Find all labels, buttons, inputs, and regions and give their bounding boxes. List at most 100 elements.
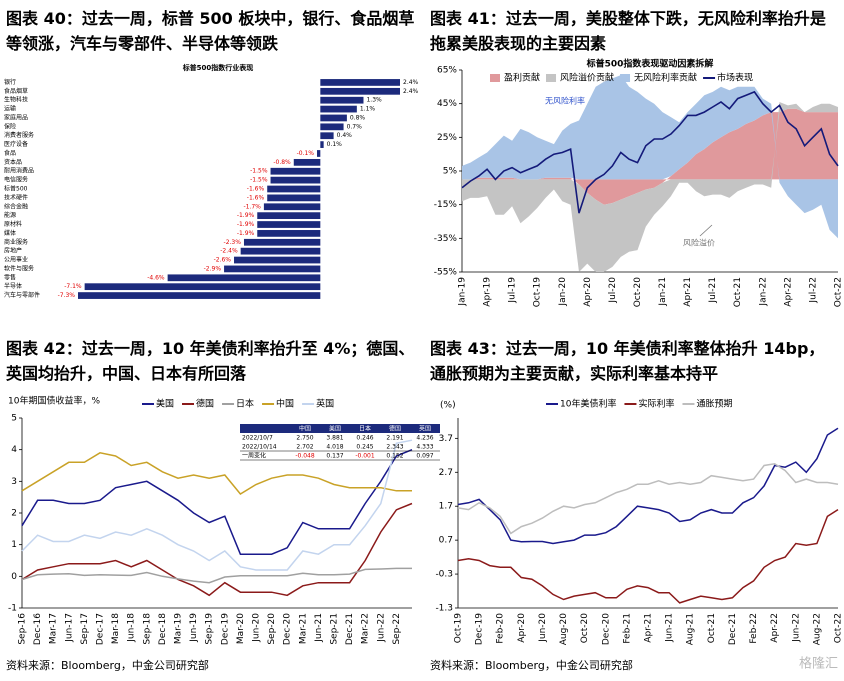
x-tick-label: Apr-22 <box>783 277 793 307</box>
table-header-cell: 日本 <box>359 425 371 433</box>
x-tick-label: Jun-18 <box>127 613 137 643</box>
table-header-cell: 德国 <box>389 425 401 433</box>
bar <box>84 283 321 291</box>
x-tick-label: Dec-20 <box>283 613 293 645</box>
category-label: 公用事业 <box>4 256 28 264</box>
x-tick-label: Apr-20 <box>583 277 593 307</box>
x-tick-label: Jun-20 <box>252 613 262 643</box>
x-tick-label: Jan-22 <box>758 277 768 307</box>
x-tick-label: Apr-21 <box>644 613 654 643</box>
bar <box>293 158 321 166</box>
table-header <box>240 424 440 433</box>
line <box>21 452 412 495</box>
x-tick-label: Oct-20 <box>580 613 590 644</box>
category-label: 医疗设备 <box>4 140 28 148</box>
category-label: 零售 <box>4 273 16 281</box>
table-header-cell: 美国 <box>329 425 341 433</box>
x-tick-label: Sep-18 <box>142 613 152 645</box>
bar <box>320 96 364 104</box>
area <box>462 108 838 205</box>
y-tick-label: 4 <box>11 445 17 455</box>
y-tick-label: 1 <box>11 540 17 550</box>
value-label: 2.4% <box>403 88 419 95</box>
table-cell: 4.236 <box>416 435 433 442</box>
x-tick-label: Sep-19 <box>205 613 215 645</box>
x-tick-label: Apr-19 <box>483 277 493 307</box>
bar <box>224 265 321 273</box>
x-tick-label: Jul-19 <box>508 277 518 304</box>
category-label: 半导体 <box>4 282 22 290</box>
x-tick-label: Jun-21 <box>314 613 324 643</box>
bar <box>243 238 321 246</box>
category-label: 食品 <box>4 149 16 157</box>
x-tick-label: Mar-20 <box>236 613 246 644</box>
x-tick-label: Aug-22 <box>812 613 822 645</box>
line <box>21 567 412 584</box>
bar <box>263 203 321 211</box>
x-tick-label: Sep-21 <box>330 613 340 645</box>
x-tick-label: Jun-20 <box>538 613 548 643</box>
category-label: 商业服务 <box>4 238 28 246</box>
category-label: 家庭用品 <box>4 113 28 121</box>
x-tick-label: Mar-19 <box>174 613 184 644</box>
x-tick-label: Oct-20 <box>633 277 643 308</box>
value-label: -1.6% <box>247 194 265 201</box>
table-cell: -0.001 <box>355 453 375 460</box>
bar <box>257 221 321 228</box>
value-label: -1.5% <box>250 168 268 175</box>
table-cell: 0.246 <box>356 435 373 442</box>
x-tick-label: Sep-22 <box>392 613 402 645</box>
x-tick-label: Jun-17 <box>64 613 74 643</box>
x-tick-label: Oct-19 <box>533 277 543 308</box>
legend-label: 盈利贡献 <box>504 72 540 84</box>
legend-label: 日本 <box>236 398 254 410</box>
table-cell: 2.702 <box>296 444 313 451</box>
y-tick-label: 3.7 <box>439 434 453 444</box>
category-label: 生物科技 <box>4 96 28 104</box>
title-40: 图表 40：过去一周，标普 500 板块中，银行、食品烟草等领涨，汽车与零部件、… <box>6 9 415 53</box>
x-tick-label: Feb-22 <box>749 613 759 644</box>
category-label: 运输 <box>4 105 16 113</box>
annotation: 风险溢价 <box>683 238 715 248</box>
value-label: -1.5% <box>250 177 268 184</box>
table-cell: 0.137 <box>326 453 343 460</box>
y-tick-label: 65% <box>437 66 457 76</box>
category-label: 电信服务 <box>4 176 28 184</box>
y-axis-title: (%) <box>440 401 456 411</box>
y-tick-label: 0 <box>11 572 17 582</box>
bar <box>317 150 321 157</box>
y-tick-label: 1.7 <box>439 502 453 512</box>
bar <box>257 230 321 237</box>
legend-label: 中国 <box>276 398 294 410</box>
table-row-label: 2022/10/7 <box>242 435 273 442</box>
value-label: -1.6% <box>247 186 265 193</box>
x-tick-label: Aug-21 <box>686 613 696 645</box>
title-43: 图表 43：过去一周，10 年美债利率整体抬升 14bp，通胀预期为主要贡献，实… <box>430 339 825 383</box>
subtitle: 标普500指数行业表现 <box>182 63 254 72</box>
legend-label: 通胀预期 <box>696 399 732 410</box>
category-label: 综合金融 <box>4 202 28 210</box>
table-cell: 0.245 <box>356 444 373 451</box>
y-axis-title: 10年期国债收益率，% <box>8 395 100 407</box>
x-tick-label: Dec-19 <box>220 613 230 645</box>
y-tick-label: 25% <box>437 133 457 143</box>
value-label: 0.1% <box>327 141 343 148</box>
y-tick-label: 45% <box>437 99 457 109</box>
x-tick-label: Sep-16 <box>18 613 28 645</box>
x-tick-label: Sep-17 <box>80 613 90 645</box>
table-header-cell: 中国 <box>299 425 311 433</box>
x-tick-label: Jun-22 <box>791 613 801 643</box>
table-row-label: 2022/10/14 <box>242 444 277 451</box>
x-tick-label: Aug-20 <box>559 613 569 646</box>
x-tick-label: Jul-22 <box>808 277 818 304</box>
x-tick-label: Jun-21 <box>665 613 675 643</box>
x-tick-label: Dec-20 <box>601 613 611 645</box>
category-label: 资本品 <box>4 158 22 166</box>
y-tick-label: -1 <box>8 604 17 614</box>
value-label: -0.8% <box>273 159 291 166</box>
bar <box>270 176 321 184</box>
x-tick-label: Feb-21 <box>622 613 632 644</box>
table-cell: 0.152 <box>386 453 403 460</box>
y-tick-label: 3 <box>11 477 17 487</box>
